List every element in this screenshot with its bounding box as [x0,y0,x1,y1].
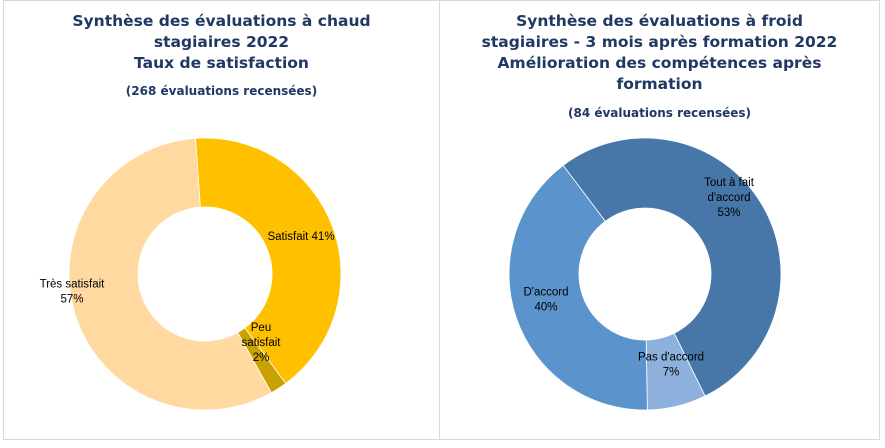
data-label-tres-satisfait: Très satisfait 57% [40,279,106,306]
chart-subtitle: (268 évaluations recensées) [125,84,318,98]
donut-slice-satisfait [195,137,342,385]
chart-title-line: Synthèse des évaluations à froid [516,12,803,30]
chart-title: Synthèse des évaluations à chaud stagiai… [4,11,439,74]
chart-title-line: Amélioration des compétences après [497,54,822,72]
data-label-d-accord: D'accord 40% [523,287,568,314]
donut-slice-tout-a-fait-d-accord [562,137,782,397]
chart-subtitle: (84 évaluations recensées) [567,106,752,120]
donut-chart-cold: Tout à fait d'accord 53% Pas d'accord 7% D'ac… [508,137,782,411]
donut-slice-d-accord [508,164,648,411]
data-label-tout-a-fait-d-accord: Tout à fait d'accord 53% [704,177,755,219]
chart-title-line: stagiaires 2022 [153,33,290,51]
chart-title-line: Synthèse des évaluations à chaud [72,12,371,30]
donut-chart-hot: Satisfait 41% Peu satisfait 2% Très satisfai… [40,137,342,411]
donut-slice-tres-satisfait [68,137,272,411]
chart-panel-cold-evaluations: Synthèse des évaluations à froid stagiai… [439,0,880,440]
data-label-peu-satisfait: Peu satisfait 2% [242,322,282,364]
chart-title-line: Taux de satisfaction [134,54,309,72]
chart-title-line: formation [616,75,703,93]
chart-title: Synthèse des évaluations à froid stagiai… [440,11,879,95]
data-label-pas-d-accord: Pas d'accord 7% [638,352,704,379]
data-label-satisfait: Satisfait 41% [267,231,334,243]
chart-panel-hot-evaluations: Synthèse des évaluations à chaud stagiai… [3,0,440,440]
chart-title-line: stagiaires - 3 mois après formation 2022 [481,33,838,51]
